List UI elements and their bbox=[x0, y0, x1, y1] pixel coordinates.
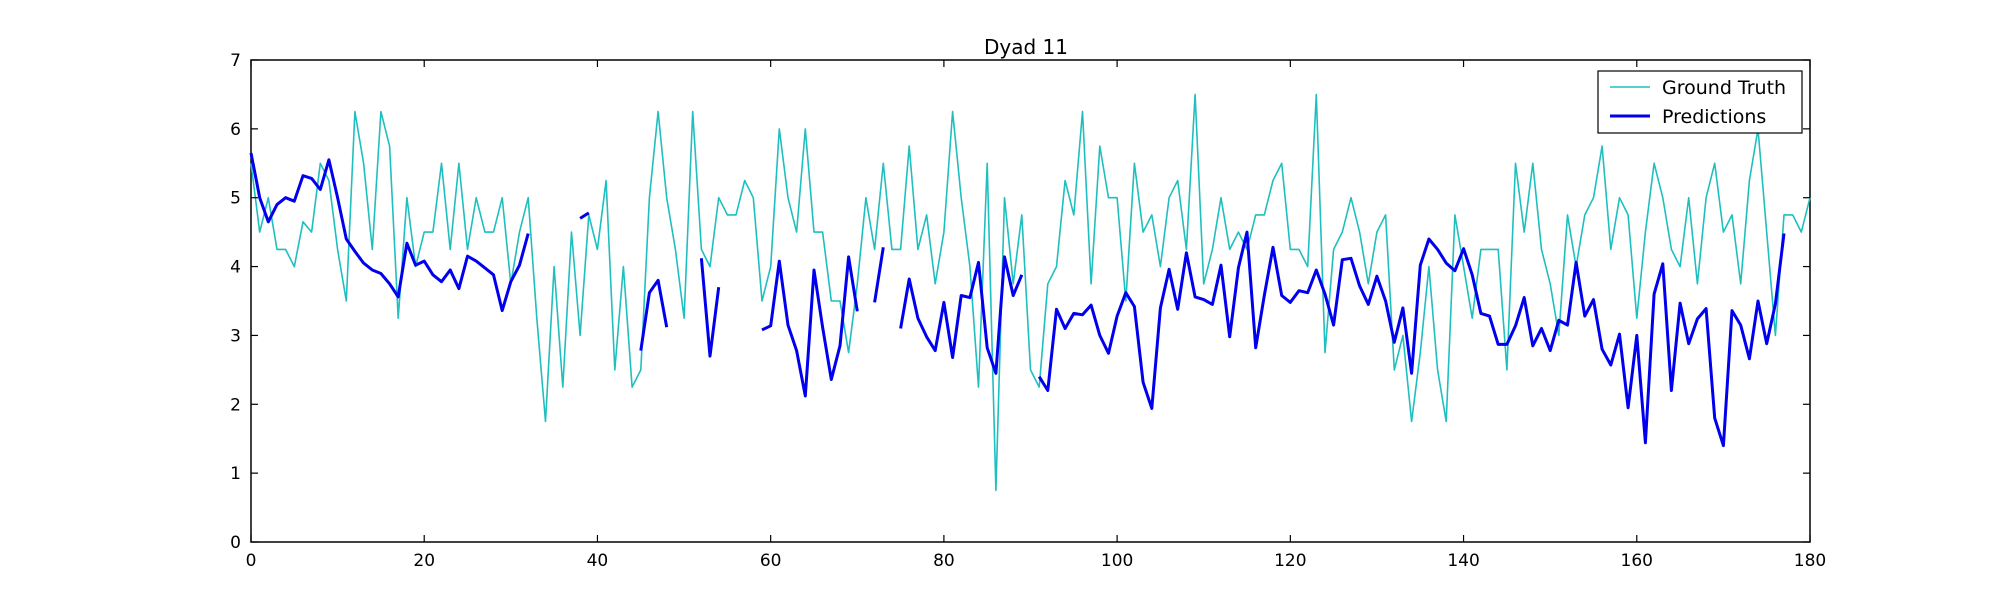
x-tick-label: 100 bbox=[1101, 551, 1133, 571]
series-line-predictions-segment-6 bbox=[899, 255, 1024, 375]
chart-title: Dyad 11 bbox=[984, 35, 1068, 59]
y-tick-label: 2 bbox=[230, 395, 241, 415]
x-tick-label: 0 bbox=[246, 551, 257, 571]
series-line-predictions-segment-7 bbox=[1037, 230, 1786, 448]
series-line-predictions-segment-4 bbox=[761, 255, 859, 398]
x-tick-label: 160 bbox=[1621, 551, 1653, 571]
x-tick-label: 120 bbox=[1274, 551, 1306, 571]
legend-label-ground-truth: Ground Truth bbox=[1662, 77, 1786, 99]
legend-box bbox=[1597, 70, 1803, 134]
series-line-predictions-segment-0 bbox=[249, 152, 530, 313]
series-line-predictions-segment-5 bbox=[873, 247, 885, 303]
y-tick-label: 7 bbox=[230, 51, 241, 71]
y-tick-label: 1 bbox=[230, 464, 241, 484]
x-tick-label: 20 bbox=[413, 551, 435, 571]
series-line-predictions-segment-1 bbox=[579, 211, 590, 220]
series-line-predictions-segment-2 bbox=[639, 278, 669, 351]
y-tick-label: 0 bbox=[230, 533, 241, 553]
plot-frame bbox=[250, 59, 1811, 543]
y-tick-label: 5 bbox=[230, 189, 241, 209]
x-tick-label: 60 bbox=[760, 551, 782, 571]
y-tick-label: 3 bbox=[230, 326, 241, 346]
ticks-layer: 0 20 40 60 80 100 120 140 160 180 0 1 2 3 4 5 6 7 bbox=[230, 51, 1826, 571]
x-tick-label: 180 bbox=[1794, 551, 1826, 571]
plot-area: 0 20 40 60 80 100 120 140 160 180 0 1 2 3 4 5 6 7 bbox=[230, 51, 1826, 571]
series-line-predictions-segment-3 bbox=[699, 258, 721, 358]
x-tick-label: 140 bbox=[1447, 551, 1479, 571]
series-layer bbox=[249, 93, 1811, 492]
legend-label-predictions: Predictions bbox=[1662, 106, 1766, 128]
legend: Ground Truth Predictions bbox=[1597, 70, 1803, 134]
x-tick-label: 80 bbox=[933, 551, 955, 571]
x-tick-label: 40 bbox=[587, 551, 609, 571]
y-tick-label: 6 bbox=[230, 120, 241, 140]
y-tick-label: 4 bbox=[230, 258, 241, 278]
